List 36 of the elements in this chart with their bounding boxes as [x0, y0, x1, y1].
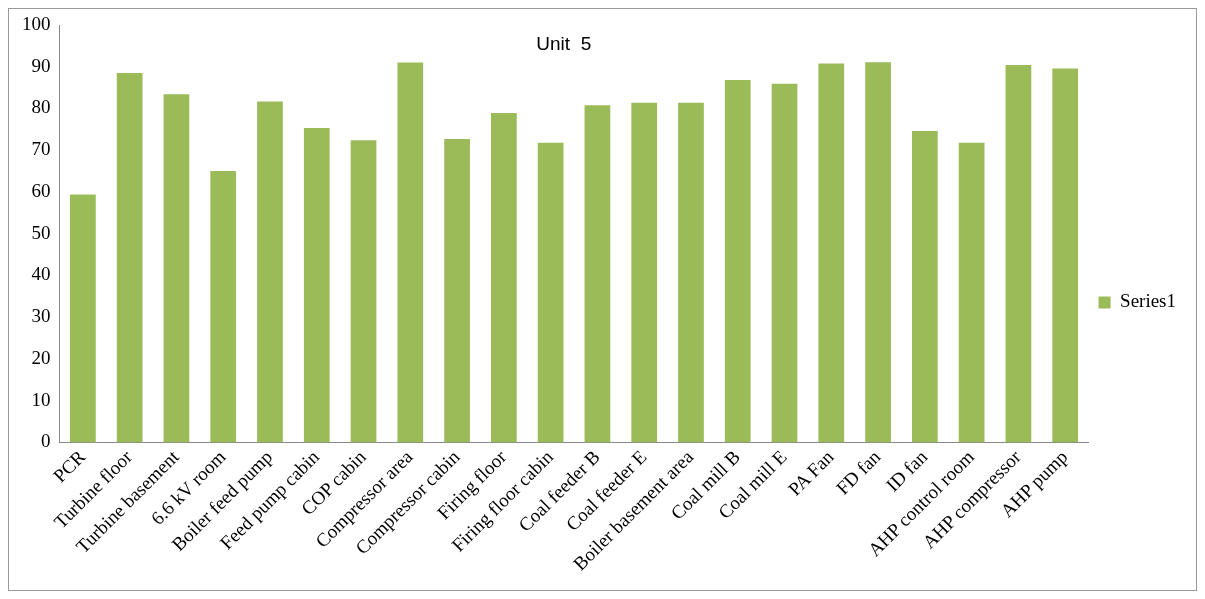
- bar: [257, 101, 283, 443]
- y-tick-label: 30: [31, 305, 51, 327]
- y-tick-label: 50: [31, 221, 51, 243]
- bar: [771, 83, 798, 443]
- y-tick-label: 10: [31, 388, 51, 410]
- y-tick-label: 100: [22, 12, 51, 34]
- bar: [724, 80, 751, 443]
- y-tick-label: 60: [31, 179, 51, 201]
- bar: [210, 171, 237, 443]
- bar: [163, 94, 190, 443]
- bar: [397, 62, 424, 443]
- x-tick-label: PCR: [48, 445, 90, 487]
- bar: [865, 62, 891, 443]
- bar: [818, 63, 845, 443]
- bar: [1052, 68, 1079, 443]
- y-tick-label: 40: [31, 263, 51, 285]
- bar: [584, 105, 611, 443]
- bar: [116, 73, 143, 443]
- bar: [911, 131, 938, 443]
- bar: [958, 142, 985, 443]
- y-tick-label: 20: [31, 346, 51, 368]
- y-tick-label: 80: [31, 96, 51, 118]
- y-tick-label: 70: [31, 138, 51, 160]
- bar: [70, 194, 96, 443]
- bar: [444, 138, 470, 443]
- bar: [1005, 65, 1032, 443]
- chart-title: Unit 5: [536, 32, 592, 54]
- y-tick-label: 0: [41, 430, 51, 452]
- bar: [491, 113, 517, 443]
- y-tick-label: 90: [31, 54, 51, 76]
- bar: [537, 142, 564, 443]
- bar: [303, 128, 330, 443]
- bar: [631, 102, 658, 443]
- bar: [678, 102, 704, 443]
- bar: [350, 140, 377, 443]
- legend-label: Series1: [1120, 290, 1176, 312]
